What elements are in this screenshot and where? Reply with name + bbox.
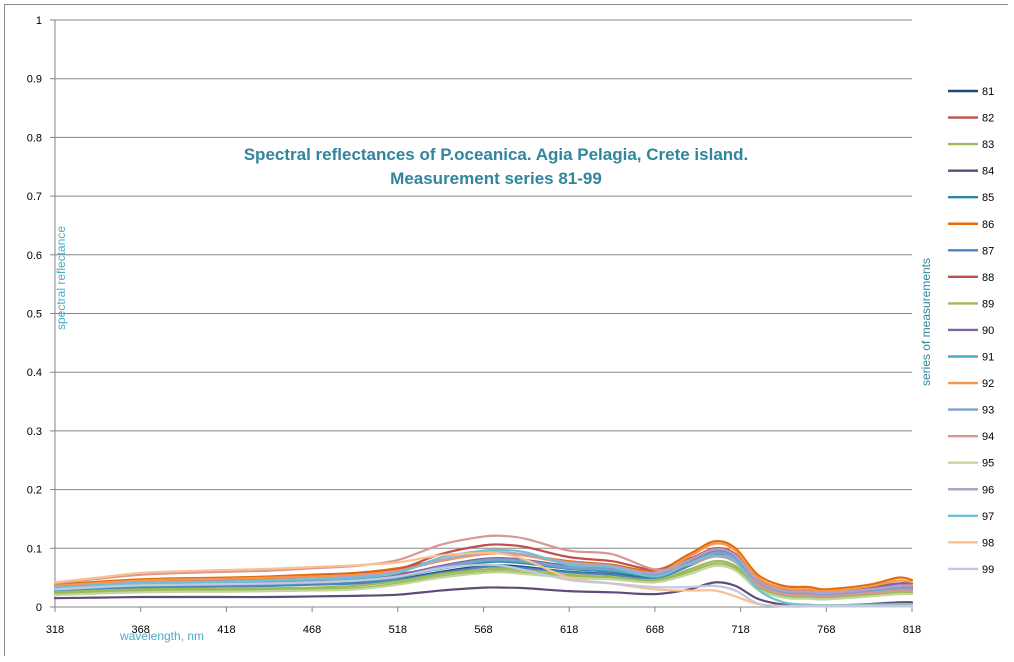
legend-label-82: 82 [982, 113, 994, 125]
series-layer [53, 534, 914, 608]
x-tick-label: 518 [389, 624, 407, 636]
x-tick-label: 368 [132, 624, 150, 636]
legend-label-89: 89 [982, 298, 994, 310]
series-line-94 [53, 534, 914, 598]
legend-label-88: 88 [982, 272, 994, 284]
legend-label-84: 84 [982, 166, 994, 178]
series-line-99 [53, 563, 914, 608]
x-tick-label: 468 [303, 624, 321, 636]
legend-label-96: 96 [982, 484, 994, 496]
y-tick-label: 0.3 [27, 426, 42, 438]
legend-label-81: 81 [982, 86, 994, 98]
x-axis-title: wavelength, nm [119, 629, 204, 643]
legend-label-97: 97 [982, 511, 994, 523]
y-tick-label: 0.5 [27, 309, 42, 321]
legend-label-91: 91 [982, 352, 994, 364]
legend-label-83: 83 [982, 139, 994, 151]
x-tick-label: 718 [731, 624, 749, 636]
y-tick-label: 1 [36, 15, 42, 27]
legend-label-87: 87 [982, 245, 994, 257]
legend-label-90: 90 [982, 325, 994, 337]
x-tick-label: 568 [474, 624, 492, 636]
x-tick-label: 318 [46, 624, 64, 636]
tick-layer: 0 0.1 0.2 0.3 0.4 0.5 0.6 0.7 0.8 0.9 1 318 368 418 46… [27, 15, 921, 636]
x-tick-label: 768 [817, 624, 835, 636]
legend-label-98: 98 [982, 537, 994, 549]
x-tick-label: 668 [646, 624, 664, 636]
y-tick-label: 0.7 [27, 191, 42, 203]
y-tick-label: 0 [36, 602, 42, 614]
chart-title-line1: Spectral reflectances of P.oceanica. Agi… [244, 145, 749, 164]
chart-title-line2: Measurement series 81-99 [390, 169, 602, 188]
legend-label-86: 86 [982, 219, 994, 231]
y-tick-label: 0.4 [27, 367, 42, 379]
y-tick-label: 0.6 [27, 250, 42, 262]
y-axis-title: spectral reflectance [54, 226, 68, 330]
chart-frame: 0 0.1 0.2 0.3 0.4 0.5 0.6 0.7 0.8 0.9 1 318 368 418 46… [4, 4, 1009, 657]
legend-label-92: 92 [982, 378, 994, 390]
legend-label-85: 85 [982, 192, 994, 204]
grid-layer [55, 19, 912, 549]
legend-label-95: 95 [982, 458, 994, 470]
legend-label-94: 94 [982, 431, 994, 443]
x-tick-label: 818 [903, 624, 921, 636]
y-tick-label: 0.2 [27, 485, 42, 497]
x-tick-label: 618 [560, 624, 578, 636]
chart-svg: 0 0.1 0.2 0.3 0.4 0.5 0.6 0.7 0.8 0.9 1 318 368 418 46… [5, 5, 1009, 657]
y-tick-label: 0.8 [27, 132, 42, 144]
legend-title: series of measurements [919, 258, 933, 386]
x-tick-label: 418 [217, 624, 235, 636]
legend: 81 82 83 84 85 86 87 88 89 90 91 92 93 94 95 96 97 98 99 [948, 86, 994, 576]
legend-label-93: 93 [982, 405, 994, 417]
y-tick-label: 0.9 [27, 74, 42, 86]
legend-label-99: 99 [982, 564, 994, 576]
series-line-89 [53, 559, 914, 599]
y-tick-label: 0.1 [27, 543, 42, 555]
series-line-97 [53, 548, 914, 607]
